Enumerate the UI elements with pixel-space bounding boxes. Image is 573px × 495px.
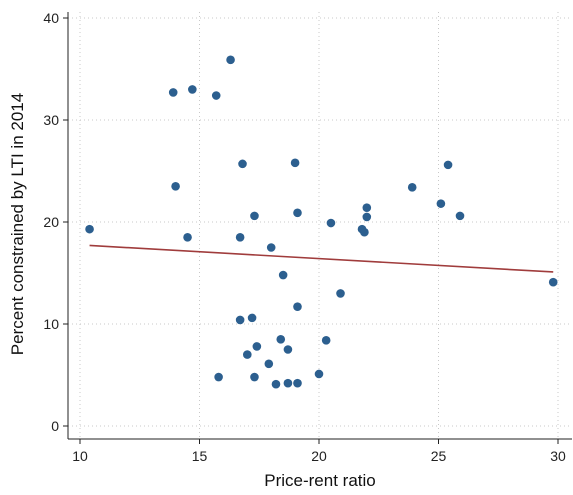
data-point	[243, 350, 252, 359]
data-point	[360, 227, 369, 237]
data-point	[266, 243, 276, 252]
data-point	[247, 313, 257, 323]
x-tick-label: 20	[311, 448, 327, 464]
data-point	[293, 378, 302, 388]
data-point	[362, 212, 372, 222]
y-tick-label: 10	[43, 316, 59, 332]
data-point	[283, 378, 293, 388]
data-point	[290, 158, 300, 168]
data-point	[252, 342, 262, 351]
gridlines	[68, 12, 572, 439]
data-point	[271, 379, 281, 389]
data-point	[293, 208, 302, 218]
data-point	[211, 91, 221, 100]
data-point	[214, 372, 223, 382]
data-point	[226, 55, 235, 65]
x-tick-label: 15	[192, 448, 208, 464]
data-point	[314, 369, 324, 379]
data-point	[250, 372, 259, 382]
y-tick-label: 30	[43, 112, 59, 128]
data-point	[85, 224, 94, 234]
data-point	[168, 88, 178, 97]
fit-line-layer	[89, 244, 554, 273]
data-point	[436, 199, 446, 208]
fit-line	[89, 244, 554, 273]
axes: 10 15 20 25 30 0 10 20 30 40	[43, 10, 572, 464]
data-point	[276, 335, 286, 344]
x-tick-label: 25	[431, 448, 447, 464]
data-point	[171, 182, 180, 191]
data-point	[293, 302, 302, 311]
data-point	[407, 183, 417, 192]
data-point	[235, 233, 245, 242]
x-axis-title: Price-rent ratio	[264, 471, 375, 490]
data-point	[321, 336, 331, 345]
data-point	[362, 203, 372, 213]
data-point	[326, 218, 336, 228]
data-point	[455, 211, 465, 221]
data-point	[264, 359, 274, 369]
data-point	[183, 233, 192, 242]
data-point	[235, 315, 245, 325]
data-point	[238, 159, 247, 169]
x-tick-label: 30	[550, 448, 566, 464]
data-point	[443, 160, 453, 170]
data-point	[278, 270, 288, 280]
data-point	[548, 277, 558, 287]
x-tick-label: 10	[72, 448, 88, 464]
data-point	[336, 289, 345, 298]
y-tick-label: 40	[43, 10, 59, 26]
y-tick-label: 20	[43, 214, 59, 230]
data-point	[188, 85, 197, 94]
data-points	[85, 55, 558, 389]
y-axis-title: Percent constrained by LTI in 2014	[8, 93, 27, 355]
data-point	[283, 345, 293, 354]
data-point	[250, 211, 259, 221]
y-tick-label: 0	[51, 418, 59, 434]
